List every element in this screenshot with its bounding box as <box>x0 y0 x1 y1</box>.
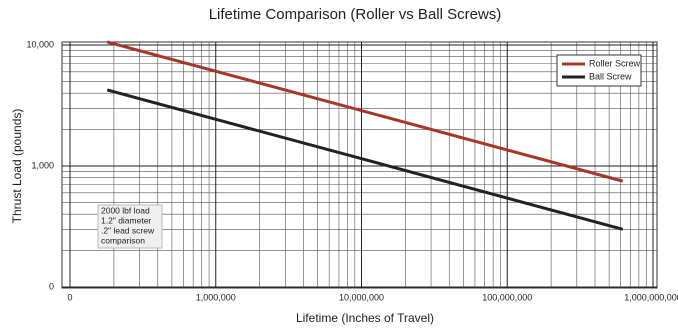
annotation-text: comparison <box>101 235 145 245</box>
annotation-text: 2000 lbf load <box>101 205 150 215</box>
annotation-box <box>97 204 163 249</box>
line-series <box>106 40 624 183</box>
x-tick-label: 10,000,000 <box>339 292 384 302</box>
x-axis-label: Lifetime (Inches of Travel) <box>296 311 434 325</box>
legend-label: Ball Screw <box>589 71 632 81</box>
x-tick-label: 1,000,000,000 <box>624 292 678 302</box>
x-tick-label: 0 <box>67 292 72 302</box>
legend-box <box>556 54 642 87</box>
annotation-text: .2" lead screw <box>101 225 155 235</box>
y-tick-label: 1,000 <box>31 160 54 170</box>
annotation-text: 1.2" diameter <box>101 215 151 225</box>
legend-label: Roller Screw <box>589 58 641 68</box>
y-axis-label: Thrust Load (pounds) <box>10 109 24 224</box>
chart-title: Lifetime Comparison (Roller vs Ball Scre… <box>209 6 502 23</box>
x-tick-label: 100,000,000 <box>482 292 532 302</box>
line-series <box>106 88 624 231</box>
x-tick-label: 1,000,000 <box>196 292 236 302</box>
y-tick-label: 10,000 <box>26 39 54 49</box>
y-tick-label: 0 <box>49 281 54 291</box>
